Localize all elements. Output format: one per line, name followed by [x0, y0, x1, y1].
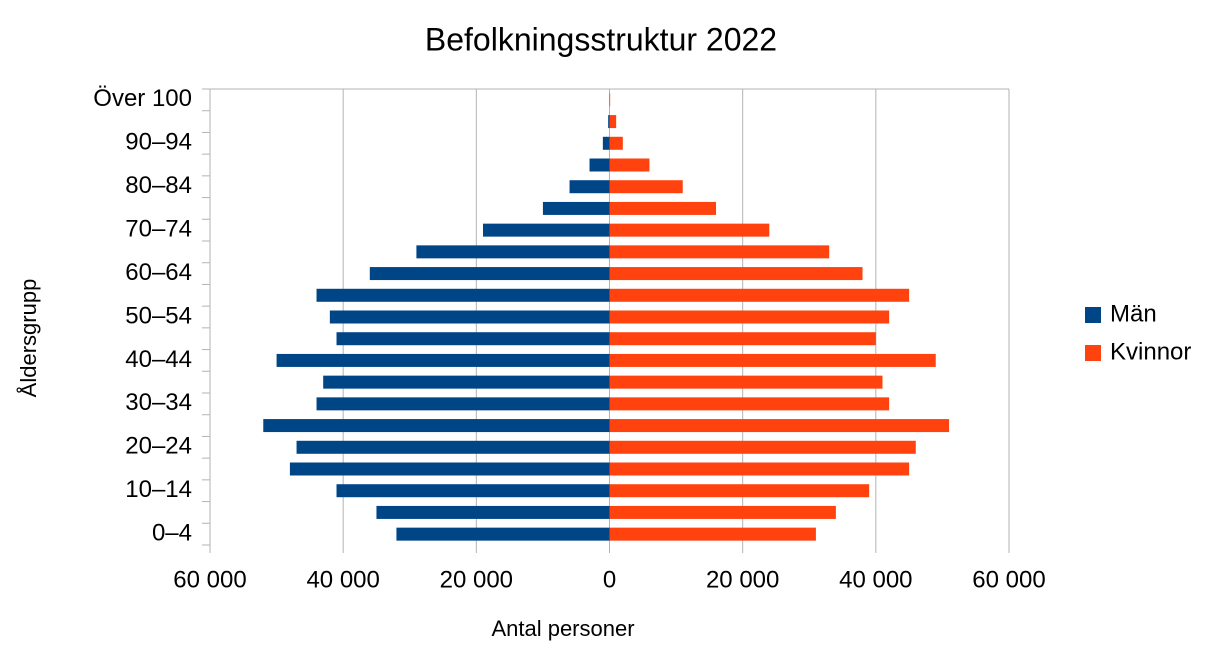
bar [609, 267, 863, 281]
bar [609, 375, 883, 389]
legend-label: Kvinnor [1110, 338, 1191, 365]
bar [589, 158, 610, 172]
y-tick-label: 50–54 [125, 302, 192, 329]
bar [609, 419, 950, 433]
bar [608, 115, 610, 129]
bar [609, 484, 870, 498]
bar [609, 180, 683, 194]
bar [609, 353, 936, 367]
y-tick-label: 0–4 [152, 519, 192, 546]
bar [329, 310, 610, 324]
y-tick-label: 40–44 [125, 346, 192, 373]
x-tick-label: 20 000 [706, 566, 779, 593]
x-tick-label: 20 000 [440, 566, 513, 593]
chart-title: Befolkningsstruktur 2022 [425, 21, 777, 57]
y-tick-label: Över 100 [93, 85, 192, 112]
x-tick-label: 40 000 [839, 566, 912, 593]
legend-swatch [1085, 345, 1101, 361]
bar [609, 288, 910, 302]
x-tick-label: 0 [603, 566, 616, 593]
bar [609, 332, 876, 346]
legend-label: Män [1110, 300, 1157, 327]
y-tick-label: 80–84 [125, 172, 192, 199]
bar [336, 484, 610, 498]
bar [276, 353, 610, 367]
y-tick-label: 30–34 [125, 389, 192, 416]
legend-swatch [1085, 307, 1101, 323]
y-tick-label: 10–14 [125, 476, 192, 503]
bar [323, 375, 610, 389]
bar [289, 462, 610, 476]
bar [316, 288, 610, 302]
bar [482, 223, 610, 237]
bar [609, 201, 717, 215]
bar [609, 136, 623, 150]
bar [609, 527, 816, 541]
bar [602, 136, 610, 150]
bar [609, 93, 611, 107]
bar [609, 397, 890, 411]
bar [609, 440, 916, 454]
bar [396, 527, 610, 541]
y-axis-label: Åldersgrupp [16, 279, 41, 398]
bar [569, 180, 610, 194]
bar [609, 505, 836, 519]
y-tick-label: 20–24 [125, 433, 192, 460]
bar [336, 332, 610, 346]
x-tick-label: 60 000 [173, 566, 246, 593]
bar [369, 267, 610, 281]
x-tick-label: 60 000 [972, 566, 1045, 593]
bar [609, 245, 830, 259]
bar [609, 115, 617, 129]
bar [542, 201, 610, 215]
y-tick-label: 60–64 [125, 259, 192, 286]
bar [609, 462, 910, 476]
bar [609, 310, 890, 324]
bar [416, 245, 610, 259]
bar [609, 158, 650, 172]
y-tick-label: 90–94 [125, 129, 192, 156]
bar [263, 419, 610, 433]
x-axis-label: Antal personer [491, 616, 634, 641]
bar [376, 505, 610, 519]
bar [609, 223, 770, 237]
x-tick-label: 40 000 [306, 566, 379, 593]
y-tick-label: 70–74 [125, 215, 192, 242]
bar [296, 440, 610, 454]
bar [316, 397, 610, 411]
